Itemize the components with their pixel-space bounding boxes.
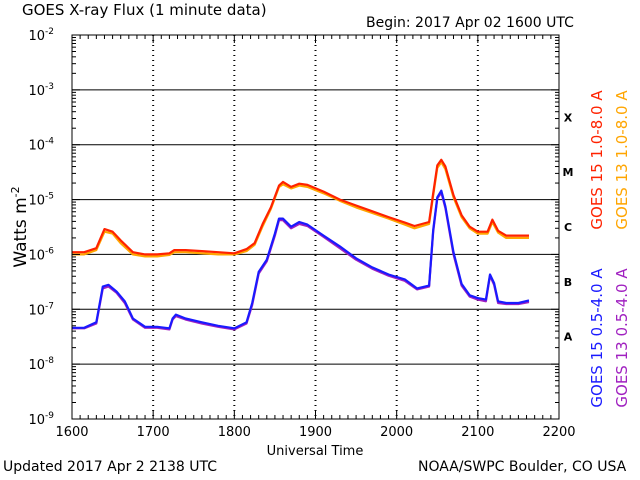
x-tick-label: 2200 [542, 425, 575, 440]
y-tick-label: 10-5 [28, 192, 54, 209]
y-axis-label-sup: -2 [9, 186, 22, 197]
flare-class-C: C [564, 221, 572, 234]
x-tick-label: 2100 [461, 425, 494, 440]
begin-time-label: Begin: 2017 Apr 02 1600 UTC [366, 15, 574, 31]
y-axis-label: Watts m-2 [9, 186, 31, 267]
y-axis-label-main: Watts m [11, 197, 31, 267]
grid-layer [72, 35, 559, 419]
axis-layer: 1600 1700 1800 1900 2000 2100 2200 10-2 10-3 10-4… [28, 27, 575, 440]
y-tick-label: 10-8 [28, 356, 54, 373]
x-tick-label: 1700 [137, 425, 170, 440]
x-tick-label: 1600 [55, 425, 88, 440]
x-tick-label: 2000 [380, 425, 413, 440]
legend-item: GOES 15 1.0-8.0 A [588, 90, 606, 230]
chart-title: GOES X-ray Flux (1 minute data) [22, 1, 267, 19]
y-tick-label: 10-4 [28, 137, 54, 154]
updated-label: Updated 2017 Apr 2 2138 UTC [3, 459, 217, 475]
y-tick-label: 10-3 [28, 82, 54, 99]
y-tick-label: 10-7 [28, 301, 54, 318]
legend-item: GOES 15 0.5-4.0 A [588, 268, 606, 408]
x-tick-label: 1800 [218, 425, 251, 440]
legend-item: GOES 13 0.5-4.0 A [613, 268, 631, 408]
x-tick-label: 1900 [299, 425, 332, 440]
flare-class-A: A [564, 331, 573, 344]
y-tick-label: 10-9 [28, 411, 54, 428]
source-label: NOAA/SWPC Boulder, CO USA [418, 459, 627, 475]
series-layer [72, 158, 530, 331]
plot-frame [71, 34, 560, 420]
x-axis-label: Universal Time [267, 444, 364, 459]
flare-class-M: M [563, 166, 574, 179]
y-tick-label: 10-2 [28, 27, 54, 44]
legend: GOES 15 1.0-8.0 A GOES 13 1.0-8.0 A GOES 1… [588, 90, 631, 408]
flare-class-B: B [564, 276, 572, 289]
series-goes-15-0-5-4-0-a [72, 189, 530, 330]
flare-class-X: X [564, 111, 573, 124]
series-goes-15-1-0-8-0-a [72, 158, 529, 256]
series-goes-13-1-0-8-0-a [72, 161, 529, 258]
svg-text:Watts m-2: Watts m-2 [9, 186, 31, 267]
legend-item: GOES 13 1.0-8.0 A [613, 90, 631, 230]
y-tick-label: 10-6 [28, 246, 54, 263]
